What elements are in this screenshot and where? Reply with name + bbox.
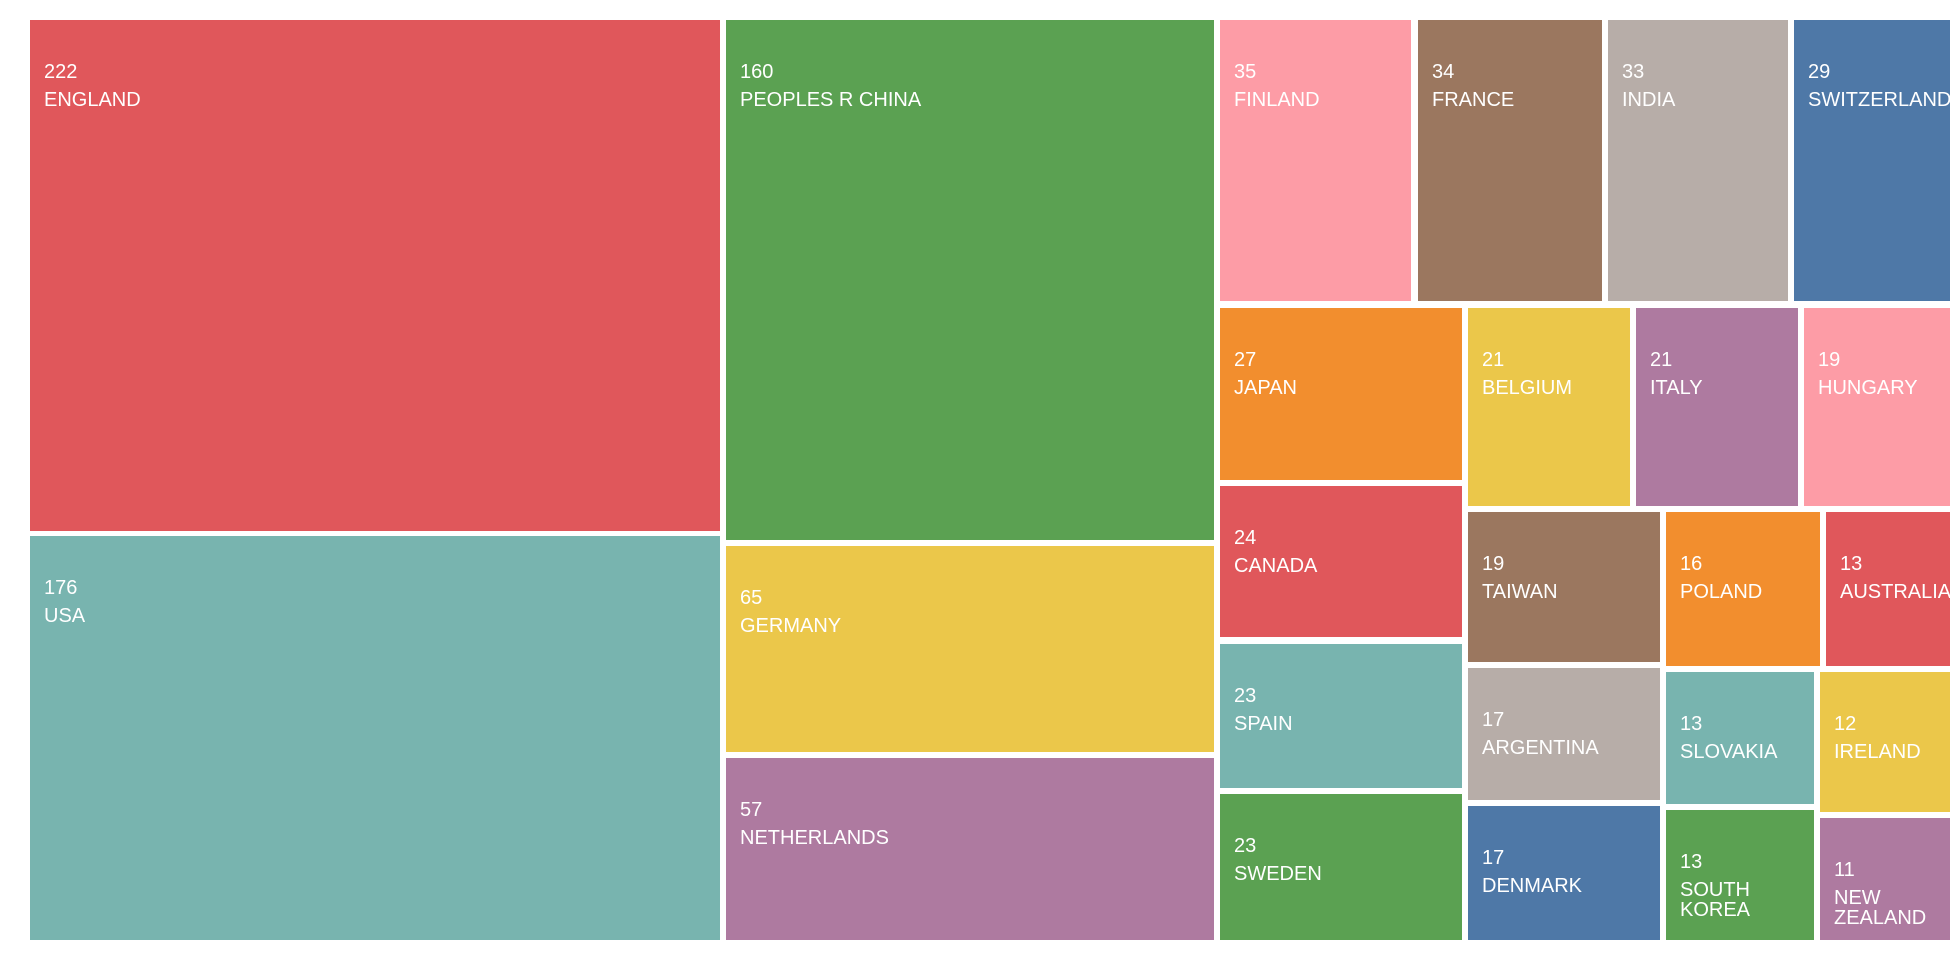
tile-india: 33 INDIA	[1608, 20, 1788, 301]
tile-value: 17	[1482, 847, 1505, 869]
tile-label: NETHERLANDS	[740, 827, 889, 849]
tile-value: 13	[1680, 713, 1703, 735]
tile-netherlands: 57 NETHERLANDS	[726, 758, 1214, 940]
tile-value: 21	[1482, 349, 1505, 371]
tile-label: AUSTRALIA	[1840, 581, 1950, 603]
tile-value: 13	[1680, 851, 1703, 873]
tile-peoples-r-china: 160 PEOPLES R CHINA	[726, 20, 1214, 540]
tile-value: 24	[1234, 527, 1257, 549]
tile-canada: 24 CANADA	[1220, 486, 1462, 637]
tile-label: DENMARK	[1482, 875, 1583, 897]
tile-value: 57	[740, 799, 763, 821]
tile-south-korea: 13 SOUTH KOREA	[1666, 810, 1814, 940]
tile-value: 19	[1818, 349, 1841, 371]
tile-japan: 27 JAPAN	[1220, 308, 1462, 480]
tile-spain: 23 SPAIN	[1220, 644, 1462, 788]
tile-switzerland: 29 SWITZERLAND	[1794, 20, 1950, 301]
tile-value: 16	[1680, 553, 1703, 575]
tile-value: 12	[1834, 713, 1857, 735]
tile-value: 33	[1622, 61, 1645, 83]
tile-value: 34	[1432, 61, 1455, 83]
tile-value: 222	[44, 61, 78, 83]
tile-label: PEOPLES R CHINA	[740, 89, 922, 111]
tile-label: CANADA	[1234, 555, 1318, 577]
tile-label: ARGENTINA	[1482, 737, 1599, 759]
tile-australia: 13 AUSTRALIA	[1826, 512, 1950, 666]
tile-label: ITALY	[1650, 377, 1703, 399]
tile-taiwan: 19 TAIWAN	[1468, 512, 1660, 662]
tile-label: INDIA	[1622, 89, 1676, 111]
tile-value: 23	[1234, 835, 1257, 857]
tile-england: 222 ENGLAND	[30, 20, 720, 531]
tile-label: POLAND	[1680, 581, 1763, 603]
tile-label: BELGIUM	[1482, 377, 1573, 399]
tile-new-zealand: 11 NEW ZEALAND	[1820, 818, 1950, 940]
tile-label: SLOVAKIA	[1680, 741, 1778, 763]
tile-label: FINLAND	[1234, 89, 1320, 111]
tile-label: ENGLAND	[44, 89, 141, 111]
tile-italy: 21 ITALY	[1636, 308, 1798, 506]
tile-belgium: 21 BELGIUM	[1468, 308, 1630, 506]
tile-label: JAPAN	[1234, 377, 1297, 399]
tile-label: USA	[44, 605, 86, 627]
tile-label: HUNGARY	[1818, 377, 1918, 399]
tile-sweden: 23 SWEDEN	[1220, 794, 1462, 940]
tile-hungary: 19 HUNGARY	[1804, 308, 1950, 506]
tile-value: 176	[44, 577, 78, 599]
tile-value: 65	[740, 587, 763, 609]
tile-poland: 16 POLAND	[1666, 512, 1820, 666]
tile-france: 34 FRANCE	[1418, 20, 1602, 301]
tile-value: 11	[1834, 859, 1855, 881]
tile-denmark: 17 DENMARK	[1468, 806, 1660, 940]
tile-value: 23	[1234, 685, 1257, 707]
tile-ireland: 12 IRELAND	[1820, 672, 1950, 812]
tile-value: 13	[1840, 553, 1863, 575]
tile-label: SWEDEN	[1234, 863, 1322, 885]
tile-slovakia: 13 SLOVAKIA	[1666, 672, 1814, 804]
tile-label: NEW ZEALAND	[1834, 887, 1927, 929]
tile-label: TAIWAN	[1482, 581, 1558, 603]
tile-value: 27	[1234, 349, 1257, 371]
tile-value: 160	[740, 61, 774, 83]
tile-value: 19	[1482, 553, 1505, 575]
tile-label: IRELAND	[1834, 741, 1921, 763]
tile-value: 35	[1234, 61, 1257, 83]
tile-value: 29	[1808, 61, 1831, 83]
tile-argentina: 17 ARGENTINA	[1468, 668, 1660, 800]
tile-label: SPAIN	[1234, 713, 1293, 735]
tile-germany: 65 GERMANY	[726, 546, 1214, 752]
tile-value: 21	[1650, 349, 1673, 371]
tile-finland: 35 FINLAND	[1220, 20, 1411, 301]
tile-label: FRANCE	[1432, 89, 1515, 111]
tile-label: GERMANY	[740, 615, 842, 637]
tile-usa: 176 USA	[30, 536, 720, 940]
tile-label: SWITZERLAND	[1808, 89, 1950, 111]
tile-label: SOUTH KOREA	[1680, 879, 1751, 921]
tile-value: 17	[1482, 709, 1505, 731]
